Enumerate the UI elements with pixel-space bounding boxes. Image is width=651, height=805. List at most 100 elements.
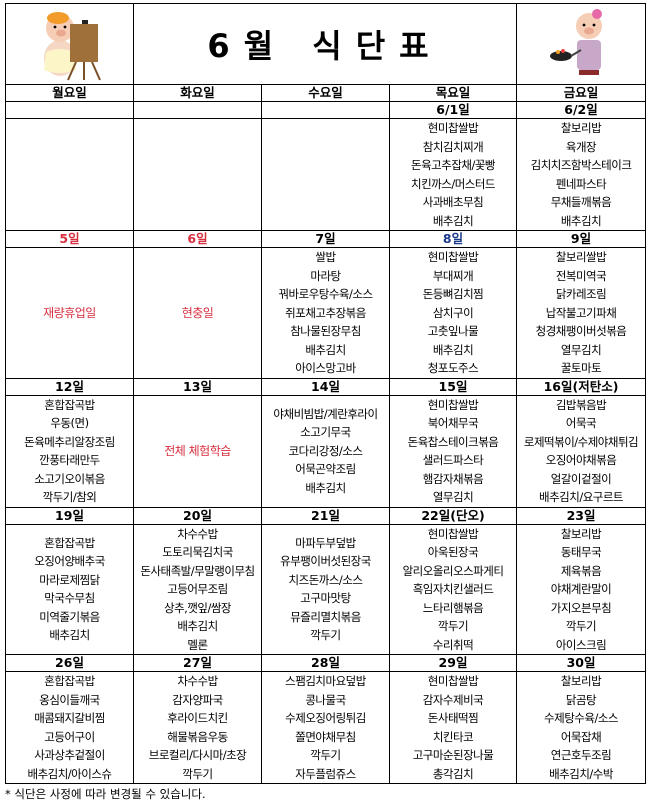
menu-item: 제육볶음	[560, 563, 602, 578]
menu-item: 배추김치	[305, 342, 346, 357]
menu-item: 쥐포채고추장볶음	[285, 305, 366, 320]
date-cell: 29일	[388, 654, 518, 672]
menu-item: 돈사태족발/무말랭이무침	[140, 563, 255, 578]
menu-item: 현미찹쌀밥	[427, 250, 479, 264]
menu-item: 현미찹쌀밥	[427, 397, 479, 412]
menu-item: 깍두기	[565, 619, 597, 633]
day-name-header: 화요일	[133, 84, 262, 102]
menu-cell: 전체 체험학습	[133, 394, 262, 508]
menu-item: 오징어양배추국	[34, 554, 105, 569]
menu-item: 샐러드파스타	[422, 453, 484, 467]
date-cell: 30일	[516, 654, 647, 672]
menu-item: 마라로제찜닭	[39, 572, 100, 587]
menu-item: 콩나물국	[305, 692, 346, 707]
menu-cell	[261, 118, 390, 231]
menu-item: 야채비빔밥/계란후라이	[273, 406, 378, 421]
date-cell: 19일	[5, 506, 134, 525]
menu-item: 참나물된장무침	[290, 324, 361, 338]
menu-cell: 차수수밥 감자양파국 후라이드치킨 해물볶음우동 브로컬리/다시마/초장 깍두기	[133, 671, 262, 784]
menu-item: 부대찌개	[432, 268, 474, 283]
menu-cell: 쌀밥 마라탕 꿔바로우탕수육/소스 쥐포채고추장볶음 참나물된장무침 배추김치 아이스망고바	[261, 247, 390, 379]
menu-item: 깍두기	[310, 628, 341, 643]
menu-item: 뮤즐리멸치볶음	[290, 609, 361, 624]
menu-item: 차수수밥	[177, 526, 218, 541]
menu-item: 수리취떡	[432, 637, 474, 652]
menu-item: 동태무국	[560, 545, 602, 559]
menu-item: 돈등뼈김치찜	[422, 287, 484, 301]
menu-item: 찰보리밥	[560, 674, 602, 688]
menu-item: 가지오븐무침	[550, 600, 612, 615]
menu-item: 깍두기	[310, 748, 341, 762]
menu-item: 야채계란말이	[550, 582, 612, 596]
date-cell: 23일	[516, 506, 647, 525]
date-cell: 12일	[5, 377, 134, 396]
menu-item: 전복미역국	[555, 268, 607, 283]
menu-item: 찰보리밥	[560, 121, 602, 135]
menu-item: 육개장	[565, 139, 597, 154]
menu-item: 느타리햄볶음	[422, 600, 484, 615]
menu-item: 연근호두조림	[550, 748, 612, 762]
day-name-header: 수요일	[261, 84, 390, 102]
menu-cell: 야채비빔밥/계란후라이 소고기무국 코다리강정/소스 어묵곤약조림 배추김치	[261, 394, 390, 508]
menu-item: 어묵잡채	[560, 729, 602, 744]
menu-item: 무채들깨볶음	[550, 195, 612, 209]
date-cell: 28일	[261, 654, 390, 672]
menu-cell: 찰보리쌀밥 전복미역국 닭카레조림 납작불고기파채 청경채팽이버섯볶음 열무김치 꿀토마토	[516, 247, 647, 379]
menu-item: 쌀밥	[315, 250, 336, 264]
menu-item: 청포도주스	[427, 361, 479, 375]
menu-item: 코다리강정/소스	[288, 443, 363, 458]
menu-item: 납작불고기파채	[545, 305, 617, 320]
date-cell	[5, 101, 134, 119]
menu-item: 찰보리밥	[560, 526, 602, 541]
menu-item: 돈육메추리알장조림	[24, 434, 115, 449]
menu-item: 열무김치	[560, 342, 602, 357]
pig-cook-illustration	[516, 3, 647, 85]
menu-item: 감자수제비국	[422, 692, 484, 707]
menu-item: 돈육찹스테이크볶음	[407, 434, 499, 449]
date-cell: 7일	[261, 230, 390, 248]
menu-item: 김치치즈함박스테이크	[530, 158, 632, 172]
menu-item: 로제떡볶이/수제야채튀김	[523, 434, 639, 449]
menu-item: 브로컬리/다시마/초장	[148, 748, 247, 762]
menu-item: 사과상추겉절이	[34, 748, 105, 762]
menu-cell: 김밥볶음밥 어묵국 로제떡볶이/수제야채튀김 오징어야채볶음 얼갈이겉절이 배추김치/요구…	[516, 394, 647, 508]
menu-item: 치킨타코	[432, 729, 474, 744]
menu-item: 쫄면야채무침	[295, 729, 356, 744]
menu-cell: 현미찹쌀밥 참치김치찌개 돈육고추잡채/꽃빵 치킨까스/머스터드 사과배초무침 배추김치	[388, 118, 518, 231]
menu-cell: 재량휴업일	[5, 247, 134, 379]
day-name-header: 금요일	[516, 84, 647, 102]
date-row: 12일 13일 14일 15일 16일(저탄소)	[5, 377, 647, 396]
day-name-header: 목요일	[388, 84, 518, 102]
day-name-header: 월요일	[5, 84, 134, 102]
date-cell: 6일	[133, 230, 262, 248]
menu-item: 총각김치	[432, 766, 474, 781]
menu-item: 차수수밥	[177, 674, 218, 688]
menu-item: 배추김치	[177, 619, 218, 633]
menu-item: 도토리묵김치국	[162, 545, 233, 559]
menu-cell	[5, 118, 134, 231]
menu-item: 배추김치/아이스슈	[27, 766, 112, 781]
menu-item: 돈사태떡찜	[427, 711, 479, 725]
menu-item: 고구마순된장나물	[412, 748, 494, 762]
menu-item: 삼치구이	[432, 305, 474, 320]
date-cell: 6/1일	[388, 101, 518, 119]
date-row: 19일 20일 21일 22일(단오) 23일	[5, 506, 647, 525]
date-cell: 22일(단오)	[388, 506, 518, 525]
menu-cell: 혼합잡곡밥 우동(면) 돈육메추리알장조림 깐풍타래만두 소고기오이볶음 깍두기/참외	[5, 394, 134, 508]
menu-item: 상추,깻잎/쌈장	[163, 600, 232, 615]
menu-item: 막국수무침	[44, 591, 95, 606]
menu-item: 참치김치찌개	[422, 139, 484, 154]
menu-item: 펜네파스타	[555, 176, 607, 191]
menu-row: 재량휴업일 현충일 쌀밥 마라탕 꿔바로우탕수육/소스 쥐포채고추장볶음 참나물된장무침 배추…	[5, 247, 647, 379]
holiday-note: 재량휴업일	[43, 305, 96, 320]
menu-item: 마파두부덮밥	[295, 535, 356, 550]
menu-item: 현미찹쌀밥	[427, 121, 479, 135]
menu-cell: 현미찹쌀밥 아욱된장국 알리오올리오스파게티 흑임자치킨샐러드 느타리햄볶음 깍두기 수리취…	[388, 523, 518, 655]
menu-cell: 스팸김치마요덮밥 콩나물국 수제오징어링튀김 쫄면야채무침 깍두기 자두플럼쥬스	[261, 671, 390, 784]
menu-item: 고등어구이	[44, 729, 95, 744]
menu-row: 혼합잡곡밥 우동(면) 돈육메추리알장조림 깐풍타래만두 소고기오이볶음 깍두기/참외 전체…	[5, 394, 647, 508]
menu-item: 아이스망고바	[295, 361, 356, 375]
menu-item: 돈육고추잡채/꽃빵	[411, 158, 496, 172]
date-cell: 16일(저탄소)	[516, 377, 647, 396]
menu-row: 현미찹쌀밥 참치김치찌개 돈육고추잡채/꽃빵 치킨까스/머스터드 사과배초무침 배추김치 찰…	[5, 118, 647, 231]
